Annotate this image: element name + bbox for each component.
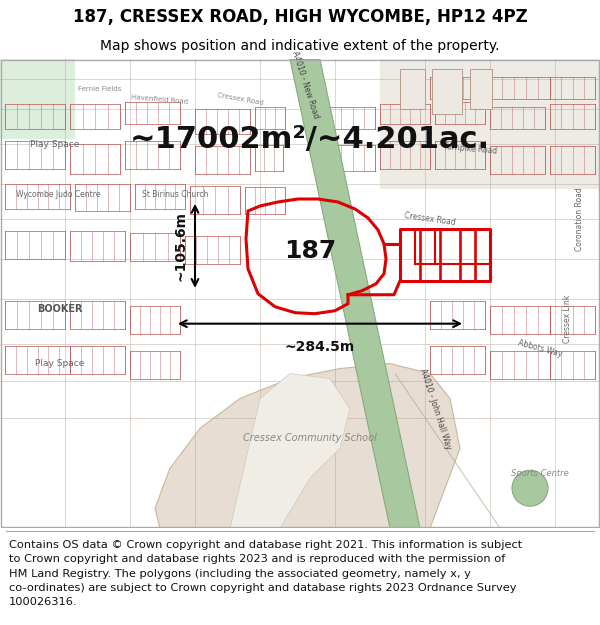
Text: St Birinus Church: St Birinus Church (142, 189, 208, 199)
Text: 187, CRESSEX ROAD, HIGH WYCOMBE, HP12 4PZ: 187, CRESSEX ROAD, HIGH WYCOMBE, HP12 4P… (73, 8, 527, 26)
Text: Havenfield Road: Havenfield Road (131, 94, 188, 105)
Text: Play Space: Play Space (31, 139, 80, 149)
Text: Fernie Fields: Fernie Fields (79, 86, 122, 92)
Polygon shape (155, 364, 460, 528)
Text: A4010 - New Road: A4010 - New Road (290, 49, 320, 119)
Polygon shape (380, 59, 600, 189)
Text: Wycombe Judo Centre: Wycombe Judo Centre (16, 189, 100, 199)
Polygon shape (290, 59, 420, 528)
Polygon shape (230, 374, 350, 528)
Text: Play Space: Play Space (35, 359, 85, 368)
Text: Contains OS data © Crown copyright and database right 2021. This information is : Contains OS data © Crown copyright and d… (9, 540, 522, 608)
Text: Coronation Road: Coronation Road (575, 187, 584, 251)
Text: ~105.6m: ~105.6m (173, 211, 187, 281)
Bar (470, 69, 492, 109)
Text: 187: 187 (284, 239, 336, 263)
Text: Cressex Link: Cressex Link (563, 294, 572, 343)
Bar (400, 69, 425, 109)
Text: Cressex Road: Cressex Road (217, 92, 263, 106)
Text: BOOKER: BOOKER (37, 304, 83, 314)
Text: ~17002m²/~4.201ac.: ~17002m²/~4.201ac. (130, 124, 490, 154)
Text: Cressex Community School: Cressex Community School (243, 433, 377, 443)
Text: Turnpike Road: Turnpike Road (443, 142, 497, 156)
Circle shape (512, 470, 548, 506)
Text: Sports Centre: Sports Centre (511, 469, 569, 478)
Polygon shape (0, 59, 75, 139)
Text: Cressex Road: Cressex Road (404, 211, 456, 227)
Text: Abbots Way: Abbots Way (517, 338, 563, 359)
Bar (432, 69, 462, 114)
Text: A4010 - John Hall Way: A4010 - John Hall Way (418, 367, 452, 450)
Text: ~284.5m: ~284.5m (285, 339, 355, 354)
Text: Map shows position and indicative extent of the property.: Map shows position and indicative extent… (100, 39, 500, 53)
